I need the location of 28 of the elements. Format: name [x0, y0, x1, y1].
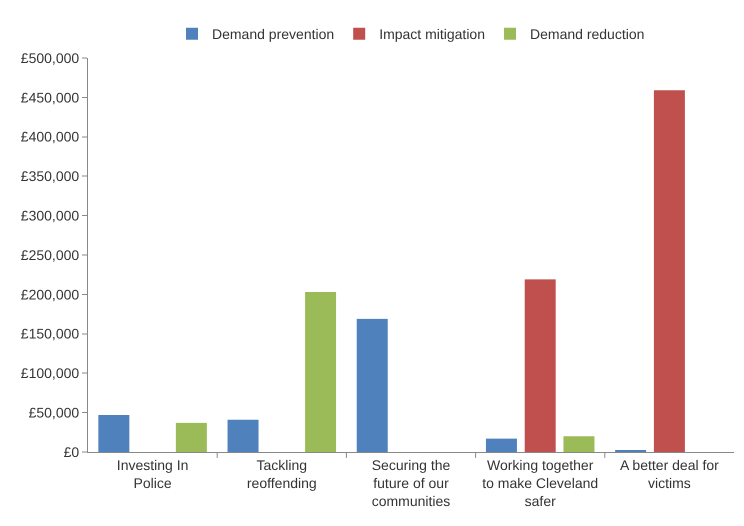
legend-label: Impact mitigation [379, 26, 486, 42]
y-tick-label: £50,000 [28, 404, 80, 420]
y-tick-label: £500,000 [20, 50, 80, 66]
y-tick-label: £300,000 [20, 208, 80, 224]
bar [228, 420, 259, 452]
legend-label: Demand prevention [212, 26, 334, 42]
y-tick-label: £150,000 [20, 326, 80, 342]
bar [98, 414, 130, 452]
bar [524, 279, 556, 452]
y-tick-label: £450,000 [20, 89, 80, 106]
legend-label: Demand reduction [530, 26, 644, 42]
y-tick-label: £200,000 [20, 286, 80, 302]
y-tick-label: £350,000 [20, 168, 80, 184]
bar [176, 422, 207, 452]
y-tick-label: £250,000 [20, 246, 80, 263]
y-tick-label: £400,000 [20, 128, 80, 145]
x-tick-label: Working together to make Cleveland safer [482, 456, 598, 510]
x-tick-label: Securing the future of our communities [372, 456, 451, 510]
bar [305, 292, 336, 452]
x-tick-label: Investing In Police [116, 456, 188, 491]
bar [356, 318, 388, 452]
bar [563, 436, 594, 452]
bar [654, 90, 685, 452]
y-tick-label: £100,000 [20, 365, 80, 382]
x-tick-label: A better deal for victims [620, 456, 720, 491]
x-tick-label: Tackling reoffending [246, 456, 317, 491]
bar [486, 438, 517, 452]
y-tick-label: £0 [64, 444, 80, 460]
